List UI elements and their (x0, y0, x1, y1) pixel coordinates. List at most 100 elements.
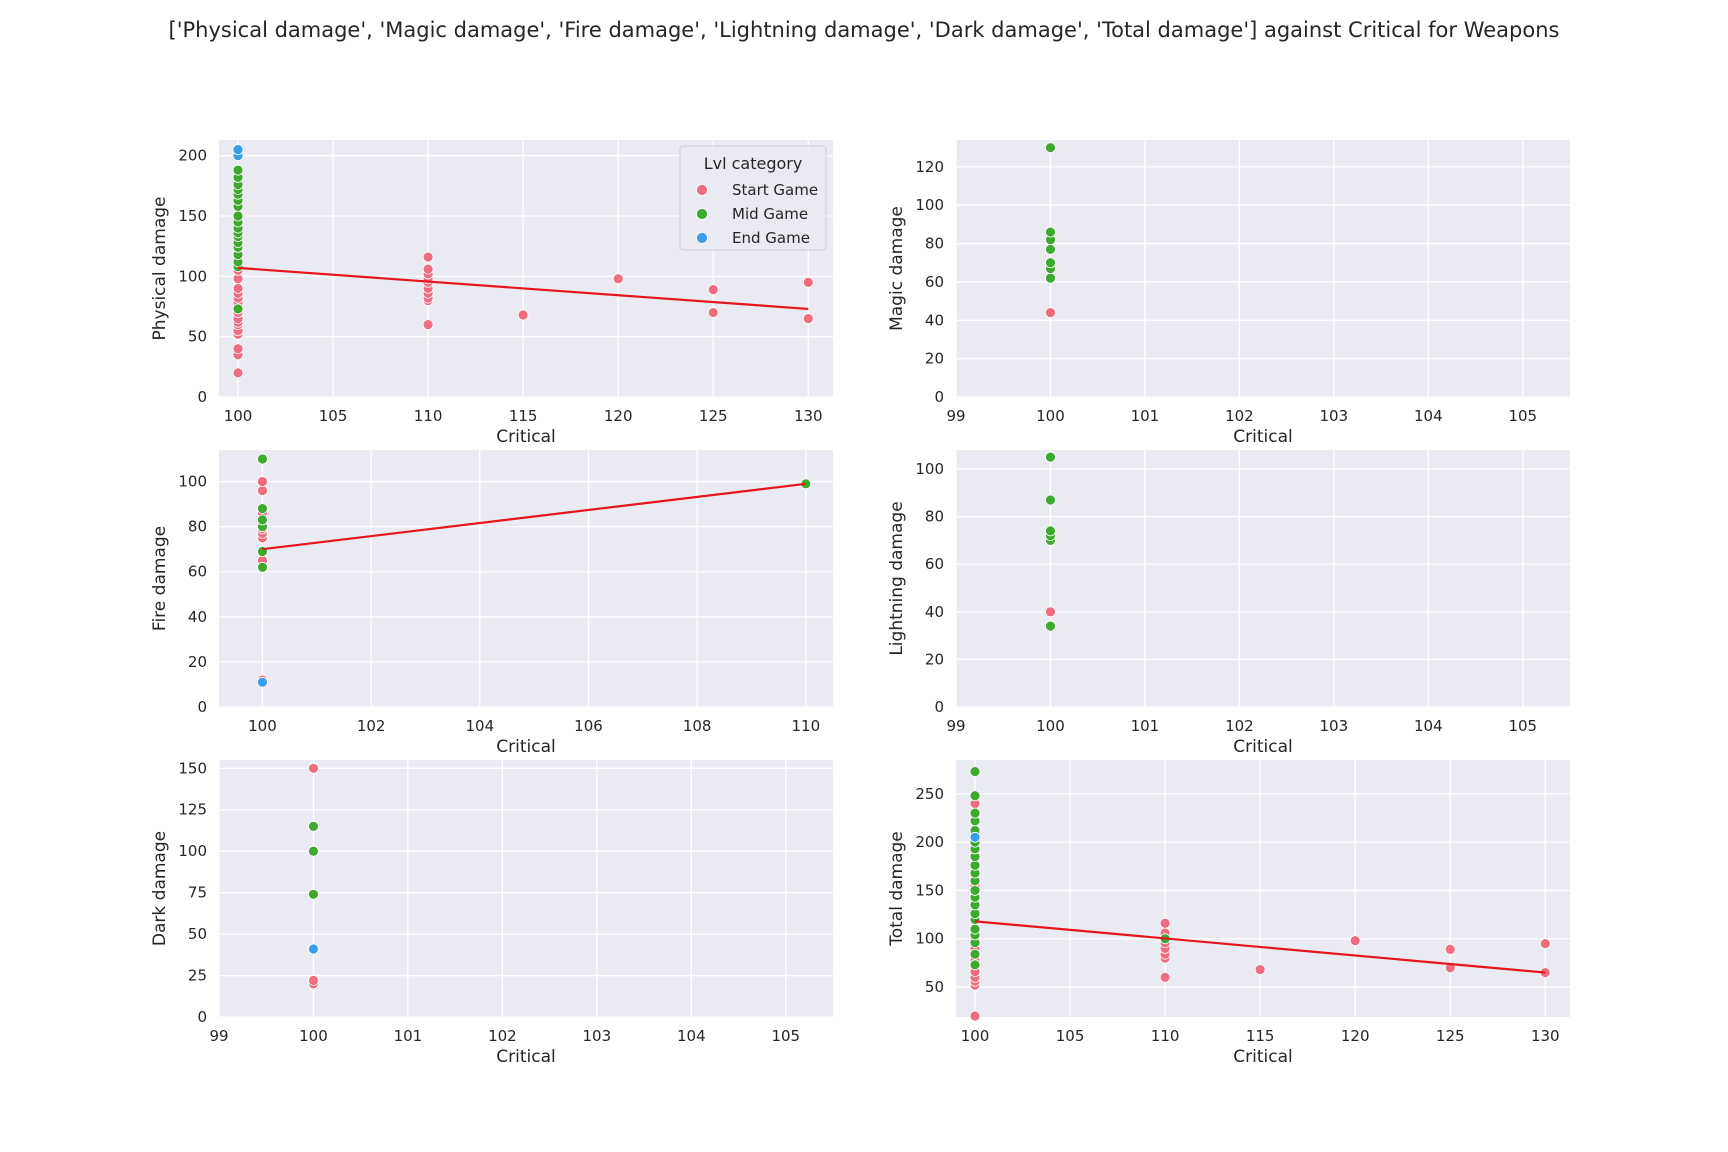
y-tick-label: 150 (178, 759, 207, 777)
data-point (257, 476, 268, 487)
x-tick-label: 105 (1508, 407, 1537, 425)
data-point (1045, 307, 1056, 319)
data-point (257, 503, 268, 515)
data-point (969, 885, 981, 896)
y-tick-label: 60 (188, 563, 207, 581)
data-point (969, 790, 981, 802)
legend: Lvl category Start Game Mid Game End Game (679, 145, 827, 251)
data-point (1045, 257, 1056, 269)
data-point (422, 319, 434, 331)
data-point (1045, 494, 1056, 506)
x-tick-label: 130 (1531, 1027, 1560, 1045)
y-tick-label: 100 (915, 196, 944, 214)
data-point (1045, 525, 1056, 537)
y-tick-label: 100 (915, 460, 944, 478)
data-point (257, 676, 268, 688)
x-tick-label: 100 (224, 407, 253, 425)
y-axis-label: Fire damage (150, 526, 170, 631)
data-point (308, 762, 319, 774)
data-point (232, 343, 244, 355)
x-tick-label: 99 (209, 1027, 228, 1045)
x-axis-label: Critical (1233, 737, 1292, 757)
legend-box (679, 145, 827, 251)
x-tick-label: 125 (699, 407, 728, 425)
data-point (1159, 917, 1171, 929)
plot-background (956, 760, 1570, 1017)
data-point (969, 923, 981, 935)
trend-line (974, 920, 1546, 974)
x-tick-label: 102 (357, 717, 386, 735)
data-point (1045, 226, 1056, 238)
y-tick-label: 120 (915, 158, 944, 176)
x-axis-label: Critical (1233, 427, 1292, 447)
x-tick-label: 105 (771, 1027, 800, 1045)
x-tick-label: 130 (794, 407, 823, 425)
plot-background (219, 450, 833, 707)
y-tick-label: 50 (188, 925, 207, 943)
legend-marker (696, 208, 708, 220)
x-tick-label: 99 (946, 407, 965, 425)
y-tick-label: 100 (178, 267, 207, 285)
data-point (232, 144, 244, 156)
plot-background (956, 140, 1570, 397)
data-point (257, 514, 268, 526)
y-tick-label: 250 (915, 785, 944, 803)
data-point (802, 313, 814, 324)
x-tick-label: 120 (604, 407, 633, 425)
x-tick-label: 104 (1414, 717, 1443, 735)
y-tick-label: 25 (188, 967, 207, 985)
y-axis-label: Total damage (887, 831, 907, 947)
y-tick-label: 0 (934, 698, 944, 716)
data-point (308, 975, 319, 986)
x-tick-label: 102 (488, 1027, 517, 1045)
x-tick-label: 105 (1056, 1027, 1085, 1045)
y-tick-label: 40 (188, 608, 207, 626)
y-tick-label: 0 (934, 388, 944, 406)
data-point (308, 943, 319, 955)
x-tick-label: 101 (1131, 717, 1160, 735)
y-axis-label: Dark damage (150, 831, 170, 946)
data-point (1539, 938, 1551, 949)
data-point (1159, 971, 1171, 983)
y-tick-label: 100 (178, 473, 207, 491)
x-tick-label: 125 (1436, 1027, 1465, 1045)
data-point (257, 453, 268, 465)
y-tick-label: 0 (197, 388, 207, 406)
y-tick-label: 150 (915, 881, 944, 899)
y-tick-label: 150 (178, 207, 207, 225)
data-point (969, 1010, 981, 1022)
x-tick-label: 100 (299, 1027, 328, 1045)
x-tick-label: 101 (394, 1027, 423, 1045)
data-point (257, 485, 268, 496)
data-point (802, 276, 814, 288)
y-tick-label: 40 (925, 603, 944, 621)
y-tick-label: 80 (925, 508, 944, 526)
x-tick-label: 104 (1414, 407, 1443, 425)
chart-panel-fire: 100 102 104 106 108 110 0 20 40 60 80 100 Critical Fi… (150, 450, 833, 757)
x-tick-label: 102 (1225, 407, 1254, 425)
x-tick-label: 106 (574, 717, 603, 735)
x-axis-label: Critical (496, 1047, 555, 1067)
x-tick-label: 115 (1246, 1027, 1275, 1045)
data-point (1045, 620, 1056, 632)
data-point (1254, 964, 1266, 976)
x-tick-label: 120 (1341, 1027, 1370, 1045)
x-tick-label: 103 (1320, 717, 1349, 735)
data-point (517, 309, 529, 321)
y-tick-label: 40 (925, 311, 944, 329)
y-tick-label: 20 (925, 350, 944, 368)
data-point (257, 561, 268, 573)
x-tick-label: 103 (583, 1027, 612, 1045)
x-tick-label: 103 (1320, 407, 1349, 425)
x-axis-label: Critical (1233, 1047, 1292, 1067)
y-tick-label: 20 (925, 650, 944, 668)
legend-marker (696, 232, 708, 244)
data-point (232, 283, 244, 294)
y-tick-label: 60 (925, 273, 944, 291)
data-point (422, 263, 434, 275)
legend-label: Mid Game (732, 205, 808, 223)
x-tick-label: 108 (683, 717, 712, 735)
x-tick-label: 110 (1151, 1027, 1180, 1045)
data-point (969, 948, 981, 960)
x-tick-label: 99 (946, 717, 965, 735)
